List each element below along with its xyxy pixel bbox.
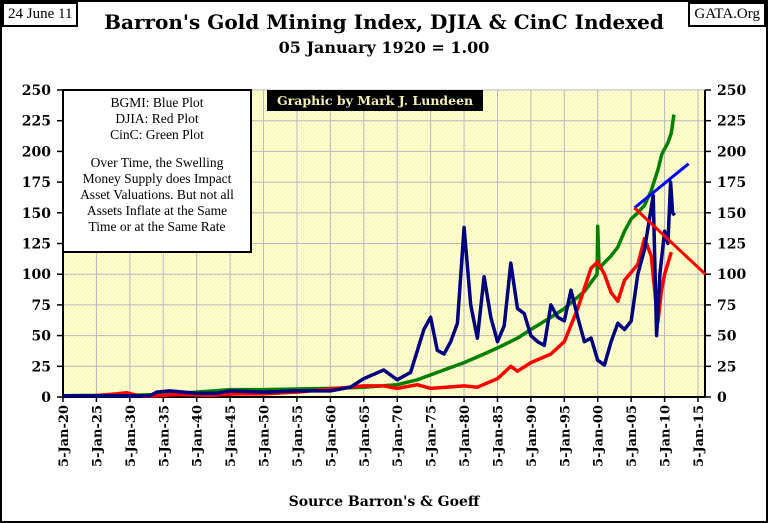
date-label: 24 June 11 [2,2,79,27]
y-tick-label-right: 200 [717,144,746,160]
trendline-djia [633,206,707,276]
x-tick-label: 5-Jan-25 [90,405,105,467]
x-tick-label: 5-Jan-45 [224,405,239,467]
x-tick-label: 5-Jan-10 [659,405,674,467]
y-tick-label-right: 175 [717,175,746,191]
x-tick-label: 5-Jan-35 [157,405,172,467]
legend-note-line: Time or at the Same Rate [88,219,226,234]
series-bgmi [63,180,676,398]
y-tick-label-right: 75 [717,298,736,314]
y-tick-label-left: 125 [22,237,51,253]
y-tick-label-right: 100 [717,267,746,283]
y-tick-label-left: 25 [32,359,51,375]
y-tick-label-right: 225 [717,114,746,130]
y-tick-label-left: 75 [32,298,51,314]
x-tick-label: 5-Jan-90 [525,405,540,467]
x-tick-label: 5-Jan-50 [258,405,273,467]
x-tick-label: 5-Jan-20 [57,405,72,467]
site-label: GATA.Org [688,2,766,27]
y-tick-label-left: 200 [22,144,51,160]
x-tick-label: 5-Jan-40 [191,405,206,467]
x-tick-label: 5-Jan-05 [625,405,640,467]
x-tick-label: 5-Jan-30 [124,405,139,467]
y-tick-label-left: 225 [22,114,51,130]
y-tick-label-right: 50 [717,329,737,345]
x-tick-label: 5-Jan-95 [558,405,573,467]
x-tick-label: 5-Jan-70 [391,405,406,467]
y-tick-label-left: 50 [32,329,52,345]
legend-note-line: Money Supply does Impact [82,171,232,186]
series-djia [62,236,673,399]
trendline-bgmi [633,162,690,210]
legend-note-line: Over Time, the Swelling [90,155,224,170]
legend-box: BGMI: Blue Plot DJIA: Red Plot CinC: Gre… [62,89,252,253]
x-tick-label: 5-Jan-00 [592,405,607,467]
y-tick-label-left: 250 [22,83,51,99]
x-tick-label: 5-Jan-60 [324,405,339,467]
y-tick-label-left: 0 [41,390,51,406]
y-tick-label-right: 250 [717,83,746,99]
y-tick-label-right: 125 [717,237,746,253]
y-tick-label-right: 0 [717,390,727,406]
y-tick-label-left: 150 [22,206,51,222]
credit-label: Graphic by Mark J. Lundeen [267,90,484,111]
legend-item-bgmi: BGMI: Blue Plot [110,95,204,110]
x-tick-label: 5-Jan-80 [458,405,473,467]
legend-item-djia: DJIA: Red Plot [115,111,199,126]
x-tick-label: 5-Jan-65 [358,405,373,467]
x-tick-label: 5-Jan-15 [692,405,707,467]
legend-note-line: Assets Inflate at the Same [86,203,228,218]
y-tick-label-right: 150 [717,206,746,222]
y-tick-label-left: 175 [22,175,51,191]
legend-item-cinc: CinC: Green Plot [110,127,204,142]
legend-note-line: Asset Valuations. But not all [80,187,234,202]
x-tick-label: 5-Jan-85 [491,405,506,467]
x-tick-label: 5-Jan-75 [425,405,440,467]
source-label: Source Barron's & Goeff [288,494,480,510]
x-tick-label: 5-Jan-55 [291,405,306,467]
series-cinc [62,114,676,398]
chart-subtitle: 05 January 1920 = 1.00 [278,38,490,57]
y-tick-label-left: 100 [22,267,51,283]
y-tick-label-right: 25 [717,359,736,375]
chart-title: Barron's Gold Mining Index, DJIA & CinC … [104,10,664,34]
